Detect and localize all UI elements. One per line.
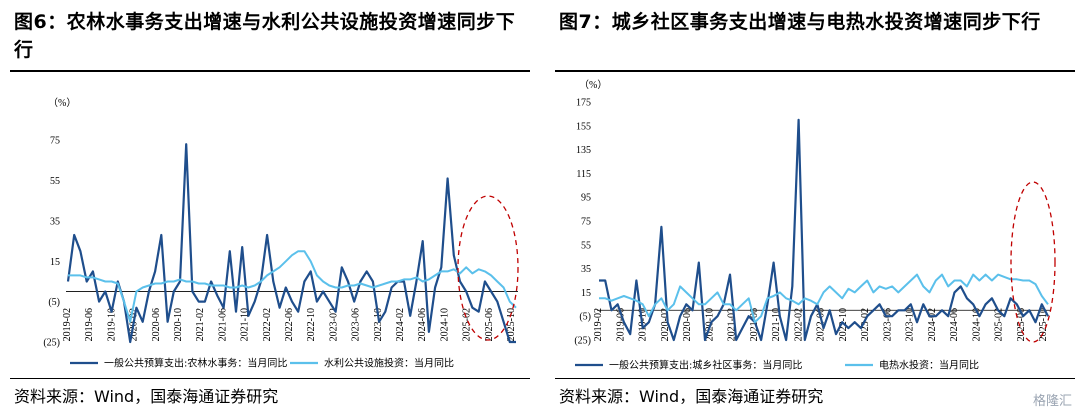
x-tick-label: 2022-06 bbox=[816, 308, 827, 341]
x-tick-label: 2021-10 bbox=[771, 308, 782, 341]
x-tick-label: 2024-02 bbox=[395, 308, 406, 341]
x-tick-label: 2025-02 bbox=[462, 308, 473, 341]
x-tick-label: 2019-06 bbox=[615, 308, 626, 341]
x-tick-label: 2024-10 bbox=[971, 308, 982, 341]
chart-panel-right: 图7：城乡社区事务支出增速与电热水投资增速同步下行 （%） (25) (5) 15 35… bbox=[545, 0, 1080, 415]
x-tick-label: 2021-02 bbox=[195, 308, 206, 341]
line-chart-agri-water: （%） (25) (5) 15 35 55 75 2019-02 2019-06 2019-10 2… bbox=[43, 97, 519, 370]
x-tick-label: 2020-06 bbox=[151, 308, 162, 341]
x-tick-label: 2024-10 bbox=[439, 308, 450, 341]
source-rule bbox=[555, 378, 1075, 379]
source-note: 资料来源：Wind，国泰海通证券研究 bbox=[559, 387, 824, 406]
x-tick-label: 2019-02 bbox=[593, 308, 604, 341]
y-tick-label: 35 bbox=[581, 264, 591, 275]
x-tick-label: 2021-10 bbox=[240, 308, 251, 341]
y-unit-label: （%） bbox=[48, 97, 76, 109]
y-tick-label: 95 bbox=[581, 193, 591, 204]
chart-panel-left: 图6：农林水事务支出增速与水利公共设施投资增速同步下行 （%） (25) (5) 15… bbox=[10, 11, 530, 406]
line-chart-urban-rural: （%） (25) (5) 15 35 55 75 95 115 135 155 175 2019-02 2… bbox=[574, 79, 1056, 372]
x-tick-label: 2022-02 bbox=[262, 308, 273, 341]
legend-entry-0: 一般公共预算支出:农林水事务：当月同比 bbox=[104, 357, 287, 370]
y-tick-label: 55 bbox=[581, 240, 591, 251]
x-tick-label: 2020-10 bbox=[173, 308, 184, 341]
x-tick-label: 2022-10 bbox=[306, 308, 317, 341]
x-tick-label: 2021-06 bbox=[749, 308, 760, 341]
watermark-logo: 格隆汇 bbox=[1032, 394, 1072, 409]
y-tick-label: 35 bbox=[50, 216, 60, 227]
x-tick-label: 2023-02 bbox=[860, 308, 871, 341]
y-tick-label: (5) bbox=[48, 297, 60, 308]
y-tick-label: 75 bbox=[581, 217, 591, 228]
source-rule bbox=[10, 378, 530, 379]
annotation-ellipse bbox=[1010, 181, 1056, 343]
title-rule bbox=[10, 70, 530, 72]
chart-title: 图7：城乡社区事务支出增速与电热水投资增速同步下行 bbox=[559, 11, 1041, 33]
series-line-0 bbox=[599, 118, 1049, 342]
series-line-1 bbox=[599, 273, 1049, 324]
y-tick-label: (25) bbox=[574, 336, 591, 347]
x-tick-label: 2022-02 bbox=[793, 308, 804, 341]
x-tick-label: 2023-02 bbox=[328, 308, 339, 341]
x-tick-label: 2023-06 bbox=[882, 308, 893, 341]
x-tick-label: 2019-02 bbox=[62, 308, 73, 341]
x-tick-label: 2023-10 bbox=[373, 308, 384, 341]
source-note: 资料来源：Wind，国泰海通证券研究 bbox=[14, 387, 279, 406]
x-tick-label: 2025-02 bbox=[994, 308, 1005, 341]
y-tick-label: 15 bbox=[581, 288, 591, 299]
annotation-ellipse bbox=[457, 195, 519, 341]
x-tick-label: 2024-06 bbox=[949, 308, 960, 341]
x-tick-label: 2020-06 bbox=[682, 308, 693, 341]
x-tick-label: 2023-10 bbox=[905, 308, 916, 341]
y-tick-label: 75 bbox=[50, 136, 60, 147]
title-rule bbox=[555, 70, 1075, 72]
x-tick-label: 2021-02 bbox=[727, 308, 738, 341]
legend-entry-0: 一般公共预算支出:城乡社区事务：当月同比 bbox=[609, 359, 802, 372]
x-tick-label: 2024-06 bbox=[417, 308, 428, 341]
legend-entry-1: 电热水投资：当月同比 bbox=[879, 359, 979, 372]
x-tick-label: 2023-06 bbox=[351, 308, 362, 341]
y-tick-label: 15 bbox=[50, 257, 60, 268]
x-tick-label: 2024-02 bbox=[927, 308, 938, 341]
x-tick-label: 2020-02 bbox=[660, 308, 671, 341]
x-tick-label: 2022-06 bbox=[284, 308, 295, 341]
x-tick-label: 2021-06 bbox=[217, 308, 228, 341]
y-tick-label: 115 bbox=[576, 169, 591, 180]
chart-title: 图6：农林水事务支出增速与水利公共设施投资增速同步下行 bbox=[14, 11, 516, 61]
legend-entry-1: 水利公共设施投资：当月同比 bbox=[324, 357, 454, 370]
y-tick-label: 135 bbox=[576, 145, 591, 156]
x-tick-label: 2025-10 bbox=[506, 308, 517, 341]
x-tick-label: 2025-06 bbox=[484, 308, 495, 341]
y-unit-label: （%） bbox=[579, 79, 607, 91]
x-tick-label: 2025-06 bbox=[1016, 308, 1027, 341]
series-line-0 bbox=[66, 143, 516, 344]
y-tick-label: 55 bbox=[50, 176, 60, 187]
x-tick-label: 2019-06 bbox=[84, 308, 95, 341]
y-tick-label: (5) bbox=[579, 312, 591, 323]
y-tick-label: 155 bbox=[576, 121, 591, 132]
x-tick-label: 2025-10 bbox=[1038, 308, 1049, 341]
x-tick-label: 2019-10 bbox=[106, 308, 117, 341]
y-tick-label: (25) bbox=[43, 338, 60, 349]
series-line-1 bbox=[68, 250, 517, 323]
y-tick-label: 175 bbox=[576, 98, 591, 109]
